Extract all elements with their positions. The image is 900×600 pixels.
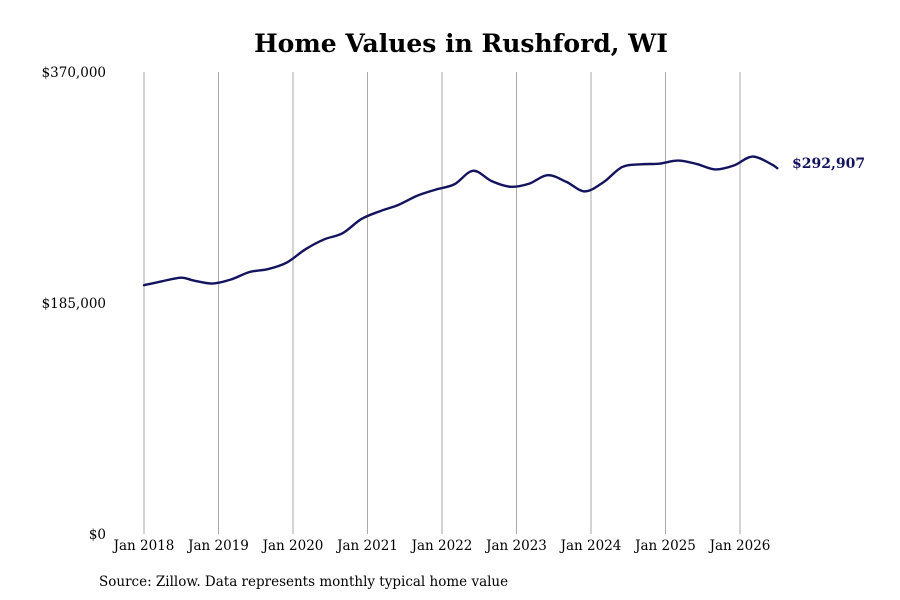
- gridlines: [143, 72, 741, 534]
- y-tick-label: $370,000: [42, 65, 106, 81]
- x-tick-label: Jan 2021: [335, 538, 398, 554]
- y-axis: $0 $185,000 $370,000: [42, 65, 106, 543]
- chart-title: Home Values in Rushford, WI: [254, 29, 668, 58]
- x-axis: Jan 2018 Jan 2019 Jan 2020 Jan 2021 Jan 2022…: [112, 538, 771, 554]
- x-tick-label: Jan 2025: [633, 538, 696, 554]
- y-tick-label: $185,000: [42, 296, 106, 312]
- x-tick-label: Jan 2022: [410, 538, 473, 554]
- x-tick-label: Jan 2020: [261, 538, 324, 554]
- x-tick-label: Jan 2024: [559, 538, 622, 554]
- y-tick-label: $0: [89, 527, 106, 543]
- series-line-home-value: [142, 155, 779, 287]
- source-note: Source: Zillow. Data represents monthly …: [99, 574, 508, 590]
- x-tick-label: Jan 2023: [484, 538, 547, 554]
- x-tick-label: Jan 2026: [708, 538, 771, 554]
- x-tick-label: Jan 2018: [112, 538, 175, 554]
- end-value-label: $292,907: [792, 156, 865, 172]
- x-tick-label: Jan 2019: [186, 538, 249, 554]
